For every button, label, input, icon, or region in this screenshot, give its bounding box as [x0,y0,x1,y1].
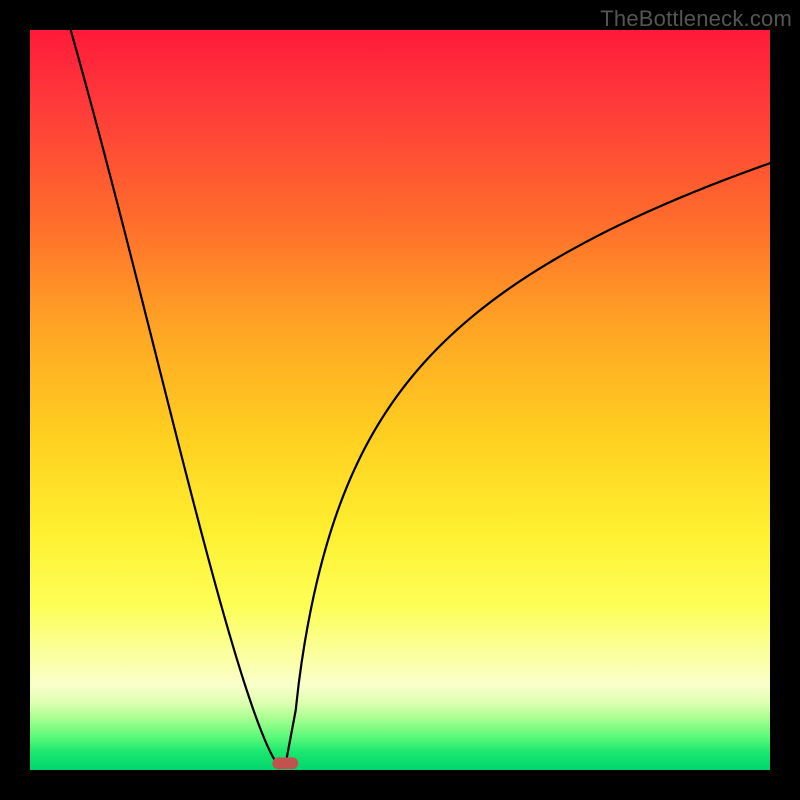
plot-gradient-background [30,30,770,770]
chart-svg [0,0,800,800]
watermark-text: TheBottleneck.com [600,6,792,32]
bottleneck-chart: TheBottleneck.com [0,0,800,800]
optimal-marker [272,757,298,769]
